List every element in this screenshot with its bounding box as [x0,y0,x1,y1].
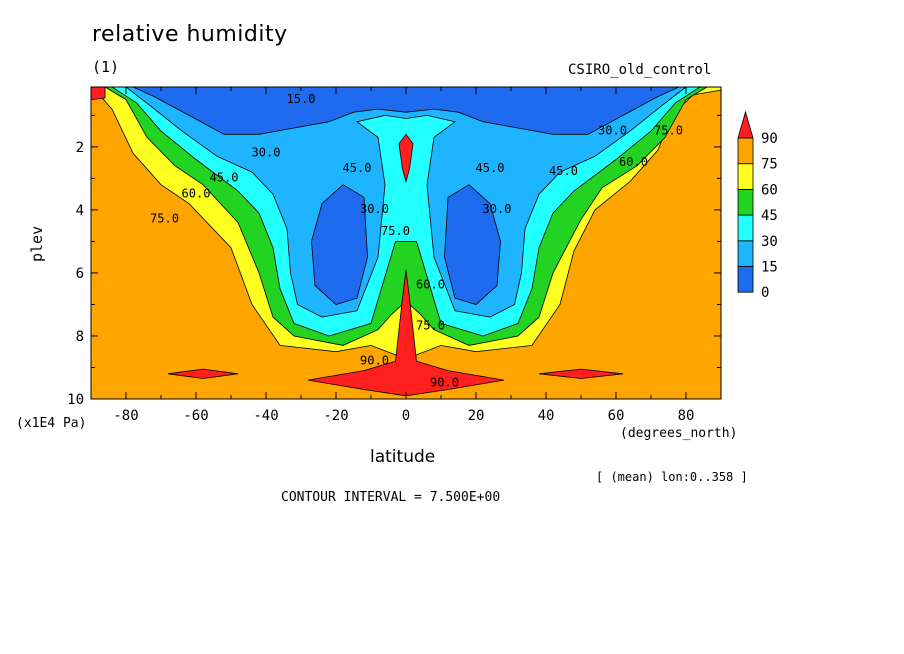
contour-label: 60.0 [182,186,211,200]
contour-region-0 [132,86,680,135]
contour-region-0 [311,184,368,305]
colorbar-swatch-75 [737,137,754,165]
colorbar-swatch-30 [737,214,754,242]
contour-label: 90.0 [430,375,459,389]
contour-region-90 [90,86,106,101]
contour-label: 90.0 [360,353,389,367]
contour-label: 30.0 [252,145,281,159]
y-axis-units: (x1E4 Pa) [16,416,87,431]
x-tick-label: -40 [253,408,278,424]
colorbar-swatch-0 [737,266,754,293]
x-tick-label: 80 [678,408,695,424]
colorbar-swatch-60 [737,163,754,190]
colorbar-label: 60 [761,182,778,198]
x-axis-units: (degrees_north) [620,426,738,441]
contour-interval-label: CONTOUR INTERVAL = 7.500E+00 [281,490,501,505]
x-tick-label: -60 [183,408,208,424]
colorbar-label: 75 [761,157,778,173]
y-axis-ticks: 2 4 6 8 10 [67,114,721,408]
y-tick-label: 4 [76,203,84,219]
contour-label: 75.0 [150,212,179,226]
x-tick-label: 60 [608,408,625,424]
colorbar-label: 15 [761,260,778,276]
y-tick-label: 2 [76,140,84,156]
contour-label: 15.0 [287,92,316,106]
y-tick-label: 8 [76,329,84,345]
x-tick-label: -20 [323,408,348,424]
contour-label: 60.0 [619,155,648,169]
contour-region-90 [167,368,239,379]
contour-region-90 [538,368,624,379]
dataset-label: CSIRO_old_control [568,62,712,78]
contour-label: 75.0 [416,319,445,333]
colorbar-label: 45 [761,208,778,224]
colorbar-swatch-15 [737,240,754,267]
contour-label: 30.0 [598,123,627,137]
x-tick-label: 0 [402,408,410,424]
contour-region-0 [444,184,501,305]
chart-subtitle: (1) [92,58,120,76]
y-tick-label: 10 [67,392,84,408]
colorbar-label: 0 [761,285,769,301]
contour-labels: 15.030.045.060.075.045.030.075.060.075.0… [150,92,683,390]
x-axis-ticks: -80 -60 -40 -20 0 20 40 60 80 [90,87,722,424]
contour-label: 45.0 [476,161,505,175]
x-axis-label: latitude [370,447,436,467]
colorbar-arrow-high [737,110,754,139]
contour-label: 75.0 [654,123,683,137]
x-tick-label: 20 [468,408,485,424]
x-tick-label: -80 [113,408,138,424]
contour-region-90 [307,269,505,397]
chart-title: relative humidity [92,22,288,47]
colorbar-label: 90 [761,131,778,147]
contour-label: 45.0 [549,164,578,178]
contour-fills [90,86,722,400]
contour-region-15 [124,86,688,318]
colorbar-label: 30 [761,234,778,250]
contour-label: 30.0 [483,202,512,216]
y-tick-label: 6 [76,266,84,282]
colorbar: 0 15 30 45 60 75 90 [737,110,778,301]
contour-label: 30.0 [360,202,389,216]
contour-label: 45.0 [343,161,372,175]
x-tick-label: 40 [538,408,555,424]
contour-region-90 [398,133,414,183]
contour-label: 75.0 [381,224,410,238]
contour-label: 45.0 [210,171,239,185]
region-note: [ (mean) lon:0..358 ] [596,470,748,484]
colorbar-swatch-45 [737,188,754,216]
contour-label: 60.0 [416,278,445,292]
